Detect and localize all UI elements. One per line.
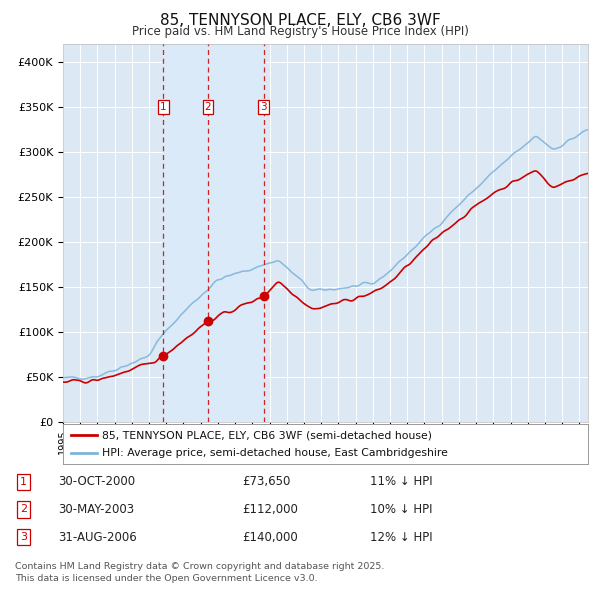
Text: 11% ↓ HPI: 11% ↓ HPI — [370, 475, 433, 488]
Text: £140,000: £140,000 — [242, 531, 298, 544]
Text: Price paid vs. HM Land Registry's House Price Index (HPI): Price paid vs. HM Land Registry's House … — [131, 25, 469, 38]
Text: 30-MAY-2003: 30-MAY-2003 — [58, 503, 134, 516]
Text: 2: 2 — [20, 504, 27, 514]
Text: £73,650: £73,650 — [242, 475, 290, 488]
Text: 12% ↓ HPI: 12% ↓ HPI — [370, 531, 433, 544]
Text: 85, TENNYSON PLACE, ELY, CB6 3WF (semi-detached house): 85, TENNYSON PLACE, ELY, CB6 3WF (semi-d… — [103, 430, 433, 440]
Text: 1: 1 — [20, 477, 27, 487]
Text: 3: 3 — [20, 532, 27, 542]
Text: 1: 1 — [160, 102, 167, 112]
Text: 30-OCT-2000: 30-OCT-2000 — [58, 475, 136, 488]
Text: HPI: Average price, semi-detached house, East Cambridgeshire: HPI: Average price, semi-detached house,… — [103, 448, 448, 458]
Text: £112,000: £112,000 — [242, 503, 298, 516]
Bar — [163, 44, 264, 422]
Text: 31-AUG-2006: 31-AUG-2006 — [58, 531, 137, 544]
Text: 3: 3 — [260, 102, 267, 112]
Text: 85, TENNYSON PLACE, ELY, CB6 3WF: 85, TENNYSON PLACE, ELY, CB6 3WF — [160, 13, 440, 28]
Text: Contains HM Land Registry data © Crown copyright and database right 2025.
This d: Contains HM Land Registry data © Crown c… — [15, 562, 385, 583]
Text: 2: 2 — [205, 102, 211, 112]
Text: 10% ↓ HPI: 10% ↓ HPI — [370, 503, 433, 516]
